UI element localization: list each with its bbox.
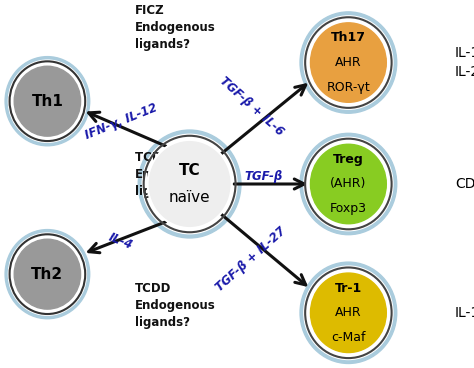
Ellipse shape bbox=[12, 237, 82, 311]
Ellipse shape bbox=[309, 142, 388, 226]
Ellipse shape bbox=[9, 60, 86, 142]
Ellipse shape bbox=[142, 134, 237, 234]
Text: TCDD
Endogenous
ligands?: TCDD Endogenous ligands? bbox=[135, 282, 216, 329]
Ellipse shape bbox=[304, 16, 393, 109]
Ellipse shape bbox=[309, 21, 388, 104]
Ellipse shape bbox=[309, 271, 388, 354]
Text: AHR: AHR bbox=[335, 56, 362, 69]
Ellipse shape bbox=[12, 64, 82, 138]
Ellipse shape bbox=[300, 262, 397, 364]
Text: Tr-1: Tr-1 bbox=[335, 282, 362, 295]
Text: Th2: Th2 bbox=[31, 267, 64, 282]
Text: IFN-γ, IL-12: IFN-γ, IL-12 bbox=[83, 101, 159, 142]
Text: ROR-γt: ROR-γt bbox=[327, 81, 370, 94]
Ellipse shape bbox=[9, 233, 86, 315]
Ellipse shape bbox=[304, 137, 393, 231]
Text: Foxp3: Foxp3 bbox=[330, 202, 367, 215]
Ellipse shape bbox=[14, 239, 81, 309]
Text: Th1: Th1 bbox=[31, 94, 64, 109]
Text: TGF-β + IL-6: TGF-β + IL-6 bbox=[217, 75, 286, 139]
Text: TGF-β: TGF-β bbox=[244, 170, 282, 183]
Text: (AHR): (AHR) bbox=[330, 177, 366, 191]
Text: c-Maf: c-Maf bbox=[331, 331, 365, 344]
Ellipse shape bbox=[14, 66, 81, 136]
Ellipse shape bbox=[300, 12, 397, 113]
Text: Treg: Treg bbox=[333, 153, 364, 166]
Text: FICZ
Endogenous
ligands?: FICZ Endogenous ligands? bbox=[135, 4, 216, 51]
Text: AHR: AHR bbox=[335, 306, 362, 319]
Ellipse shape bbox=[304, 266, 393, 360]
Text: naïve: naïve bbox=[169, 190, 210, 205]
Text: TCDD, ITE
Endogenous
ligands?: TCDD, ITE Endogenous ligands? bbox=[135, 151, 216, 198]
Text: IL-4: IL-4 bbox=[107, 230, 135, 252]
Text: IL-17
IL-22: IL-17 IL-22 bbox=[455, 46, 474, 79]
Ellipse shape bbox=[149, 142, 230, 226]
Text: Th17: Th17 bbox=[331, 31, 366, 45]
Text: IL-10: IL-10 bbox=[455, 306, 474, 320]
Ellipse shape bbox=[310, 144, 386, 224]
Ellipse shape bbox=[138, 130, 241, 238]
Ellipse shape bbox=[310, 23, 386, 102]
Ellipse shape bbox=[300, 133, 397, 235]
Ellipse shape bbox=[5, 230, 90, 319]
Text: CD39: CD39 bbox=[455, 177, 474, 191]
Text: TGF-β + IL-27: TGF-β + IL-27 bbox=[214, 225, 289, 294]
Ellipse shape bbox=[5, 57, 90, 146]
Ellipse shape bbox=[310, 273, 386, 353]
Text: TC: TC bbox=[179, 163, 201, 178]
Ellipse shape bbox=[147, 139, 232, 229]
